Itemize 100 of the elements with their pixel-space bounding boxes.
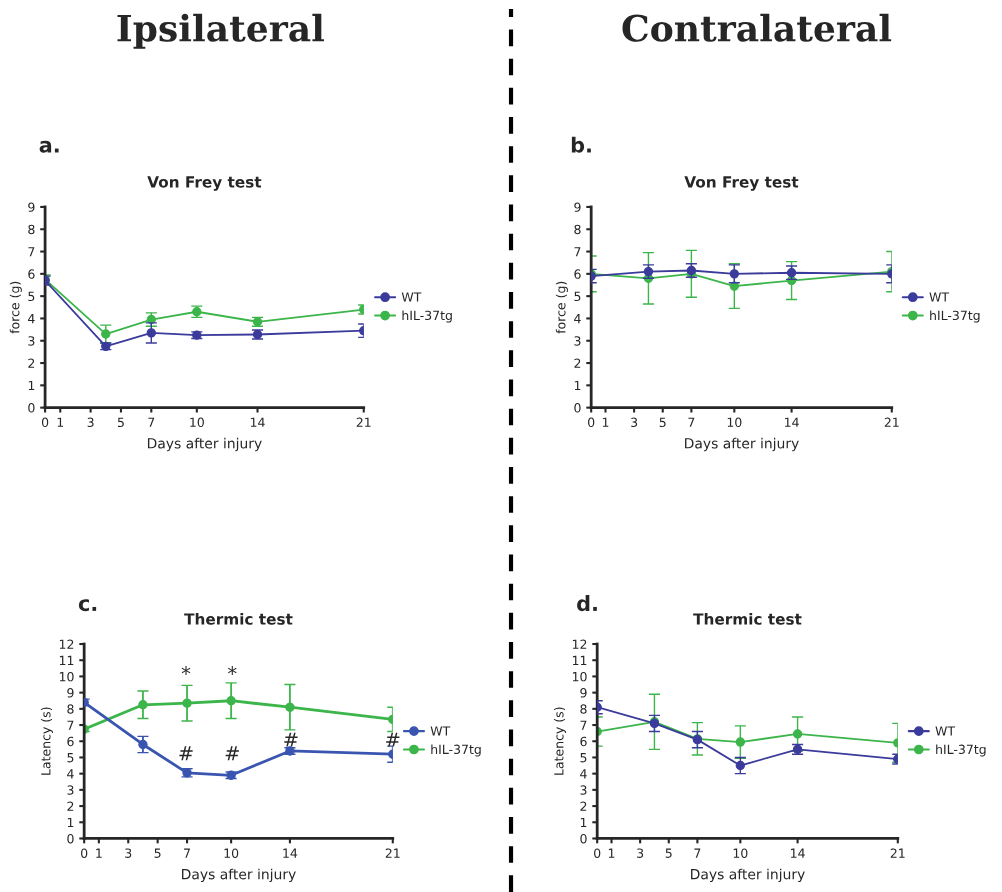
annotation: #: [179, 746, 193, 761]
annotation: #: [386, 732, 400, 747]
y-tick-label: 7: [67, 720, 74, 730]
x-axis-title: Days after injury: [182, 868, 296, 883]
chart-title: Von Frey test: [147, 176, 262, 191]
y-tick-label: 4: [28, 314, 35, 324]
x-tick-label: 3: [631, 417, 638, 428]
y-tick-label: 0: [574, 403, 581, 413]
legend-label: WT: [401, 292, 422, 302]
x-tick-label: 5: [154, 848, 161, 858]
legend-label: hIL-37tg: [930, 310, 980, 323]
y-tick-label: 9: [580, 688, 587, 698]
chart-title: Von Frey test: [684, 176, 799, 191]
y-tick-label: 2: [574, 358, 581, 368]
y-tick-label: 12: [572, 639, 587, 649]
legend-label: hIL-37tg: [936, 744, 986, 757]
x-tick-label: 7: [184, 848, 190, 858]
x-tick-label: 1: [96, 848, 102, 858]
x-tick-label: 5: [665, 848, 672, 858]
x-tick-label: 5: [659, 417, 666, 428]
x-tick-label: 10: [727, 417, 742, 428]
y-tick-label: 0: [28, 403, 35, 413]
x-tick-label: 3: [637, 848, 644, 858]
x-tick-label: 0: [588, 417, 595, 428]
y-tick-label: 4: [580, 769, 587, 779]
y-tick-label: 8: [67, 704, 74, 714]
y-tick-label: 3: [580, 785, 587, 795]
y-axis-title: force (g): [555, 281, 568, 334]
x-tick-label: 21: [890, 848, 905, 858]
x-tick-label: 5: [117, 417, 124, 428]
y-tick-label: 5: [574, 291, 581, 302]
x-tick-label: 1: [608, 848, 615, 858]
x-tick-label: 21: [356, 417, 371, 427]
x-axis-title: Days after injury: [147, 437, 262, 452]
x-tick-label: 1: [602, 417, 609, 427]
y-tick-label: 6: [67, 736, 74, 747]
y-tick-label: 5: [580, 753, 587, 763]
y-axis-title: force (g): [9, 281, 22, 334]
x-tick-label: 14: [791, 848, 805, 858]
legend-label: hIL-37tg: [402, 310, 452, 323]
x-tick-label: 14: [785, 417, 799, 427]
chart-title: Thermic test: [184, 612, 293, 625]
y-tick-label: 3: [67, 785, 74, 795]
x-tick-label: 7: [148, 417, 155, 427]
y-tick-label: 1: [580, 817, 587, 828]
legend-label: WT: [935, 726, 956, 736]
x-tick-label: 21: [884, 417, 899, 427]
x-tick-label: 21: [385, 848, 400, 858]
y-tick-label: 7: [580, 720, 587, 730]
y-tick-label: 1: [28, 380, 35, 391]
y-tick-label: 0: [67, 833, 74, 844]
y-tick-label: 7: [28, 247, 35, 257]
y-tick-label: 1: [574, 380, 581, 391]
y-tick-label: 6: [28, 269, 35, 279]
y-tick-label: 5: [28, 291, 35, 302]
x-tick-label: 7: [694, 848, 701, 858]
annotation: *: [228, 666, 237, 675]
x-tick-label: 0: [41, 417, 49, 428]
y-tick-label: 3: [28, 336, 35, 346]
text: c.: [78, 599, 97, 612]
legend-label: hIL-37tg: [431, 744, 481, 757]
x-tick-label: 0: [594, 848, 601, 858]
y-tick-label: 6: [580, 736, 587, 747]
x-tick-label: 10: [224, 848, 239, 858]
y-tick-label: 8: [574, 224, 581, 235]
y-tick-label: 6: [574, 269, 581, 279]
x-tick-label: 14: [250, 417, 265, 427]
y-tick-label: 5: [67, 753, 74, 763]
x-tick-label: 14: [283, 848, 298, 858]
y-tick-label: 9: [28, 202, 35, 212]
text: Contralateral: [622, 13, 892, 42]
x-tick-label: 3: [87, 417, 94, 428]
y-tick-label: 4: [574, 314, 581, 324]
chart-title: Thermic test: [693, 612, 802, 625]
y-axis-title: Latency (s): [553, 707, 567, 775]
y-tick-label: 0: [580, 833, 587, 844]
y-tick-label: 4: [67, 769, 74, 779]
x-axis-title: Days after injury: [691, 868, 805, 883]
y-tick-label: 11: [572, 655, 587, 665]
y-tick-label: 10: [59, 671, 74, 682]
x-tick-label: 7: [688, 417, 695, 427]
y-tick-label: 9: [574, 202, 581, 212]
y-tick-label: 12: [59, 639, 74, 649]
y-tick-label: 7: [574, 247, 581, 257]
text: Ipsilateral: [117, 13, 324, 49]
legend-label: WT: [430, 726, 451, 736]
y-tick-label: 1: [67, 817, 74, 828]
y-tick-label: 8: [580, 704, 587, 714]
legend-label: WT: [929, 292, 950, 302]
annotation: #: [284, 732, 298, 747]
x-tick-label: 10: [190, 417, 204, 428]
x-axis-title: Days after injury: [685, 437, 799, 452]
annotation: #: [225, 746, 239, 761]
y-tick-label: 10: [572, 671, 587, 682]
y-tick-label: 8: [28, 224, 35, 235]
y-tick-label: 2: [67, 801, 74, 811]
y-tick-label: 11: [59, 655, 74, 665]
text: d.: [577, 595, 597, 612]
y-axis-title: Latency (s): [40, 707, 53, 775]
text: a.: [39, 140, 59, 153]
